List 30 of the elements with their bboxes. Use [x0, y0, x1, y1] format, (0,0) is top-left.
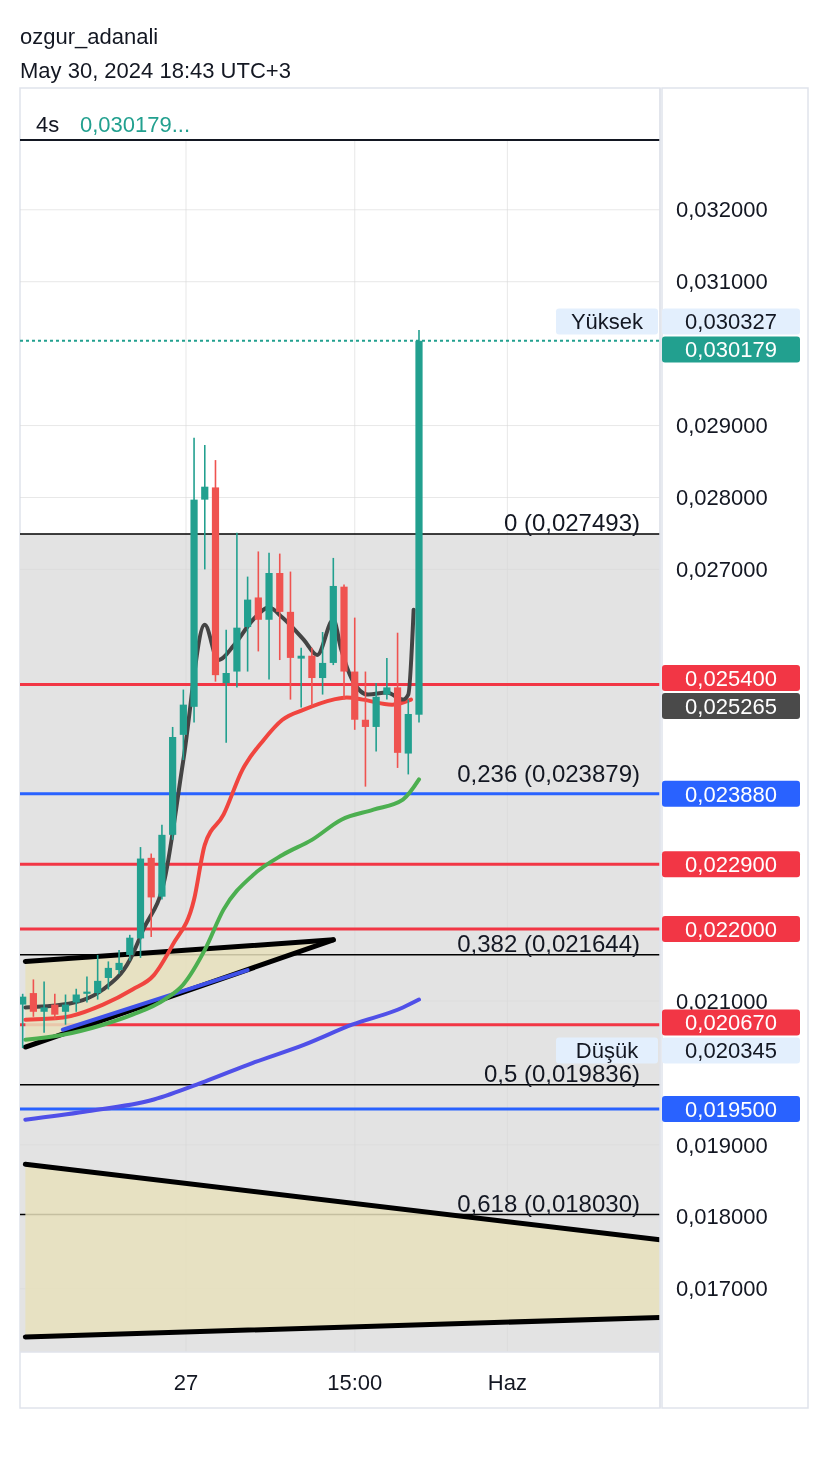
ref-line-label: 0,382 (0,021644) [457, 929, 640, 957]
text: May 30, 2024 18:43 UTC+3 [20, 58, 291, 83]
x-tick-label: Haz [487, 1370, 527, 1395]
y-tick-label: 0,029000 [676, 413, 768, 439]
y-tick-label: 0,031000 [676, 269, 768, 295]
text: 0,030327 [685, 309, 777, 335]
ref-line-label: 0 (0,027493) [503, 508, 640, 536]
ref-line-label: 0,022000 [685, 916, 777, 942]
x-tick-label: 15:00 [327, 1370, 383, 1395]
ref-line-label: 0,023880 [685, 781, 777, 807]
y-tick-label: 0,017000 [676, 1276, 768, 1302]
ref-line-label: 0,022900 [685, 852, 777, 878]
ref-line-label: 0,618 (0,018030) [457, 1189, 640, 1217]
text: 0,025265 [685, 693, 777, 719]
text: 0,020345 [685, 1038, 777, 1064]
annotation: Yüksek [570, 309, 645, 335]
ref-line-label: 0,019500 [685, 1096, 777, 1122]
text: 0,030179... [80, 112, 191, 137]
ref-line-label: 0,030179 [685, 337, 777, 363]
annotation: Düşük [575, 1038, 640, 1064]
ref-line-label: 0,025400 [685, 665, 777, 691]
y-tick-label: 0,032000 [676, 197, 768, 223]
chart-subtitle: ozgur_adanali [20, 24, 159, 49]
annotation: 0,236 (0,023879) [457, 759, 640, 787]
x-tick-label: 27 [173, 1370, 199, 1395]
y-tick-label: 0,018000 [676, 1204, 768, 1230]
y-tick-label: 0,019000 [676, 1132, 768, 1158]
chart-title: 4s [36, 112, 60, 137]
y-tick-label: 0,028000 [676, 485, 768, 511]
y-tick-label: 0,027000 [676, 557, 768, 583]
